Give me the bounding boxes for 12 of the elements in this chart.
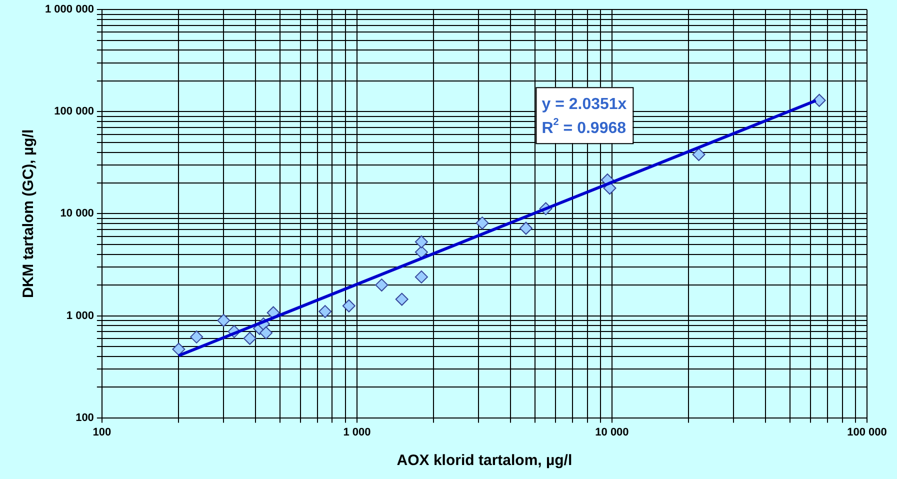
x-tick-label: 1 000	[343, 426, 371, 438]
x-axis-title: AOX klorid tartalom, µg/l	[396, 452, 572, 470]
y-tick-label: 100 000	[54, 106, 94, 118]
x-tick-label: 100	[92, 426, 112, 438]
annotation: y = 2.0351x	[542, 96, 627, 114]
y-axis-title: DKM tartalom (GC), µg/l	[20, 129, 38, 298]
y-tick-label: 1 000	[66, 310, 94, 322]
x-tick-label: 100 000	[847, 426, 887, 438]
x-tick-label: 10 000	[595, 426, 629, 438]
y-tick-label: 1 000 000	[45, 4, 94, 16]
y-tick-label: 100	[76, 412, 94, 424]
y-tick-label: 10 000	[60, 208, 94, 220]
